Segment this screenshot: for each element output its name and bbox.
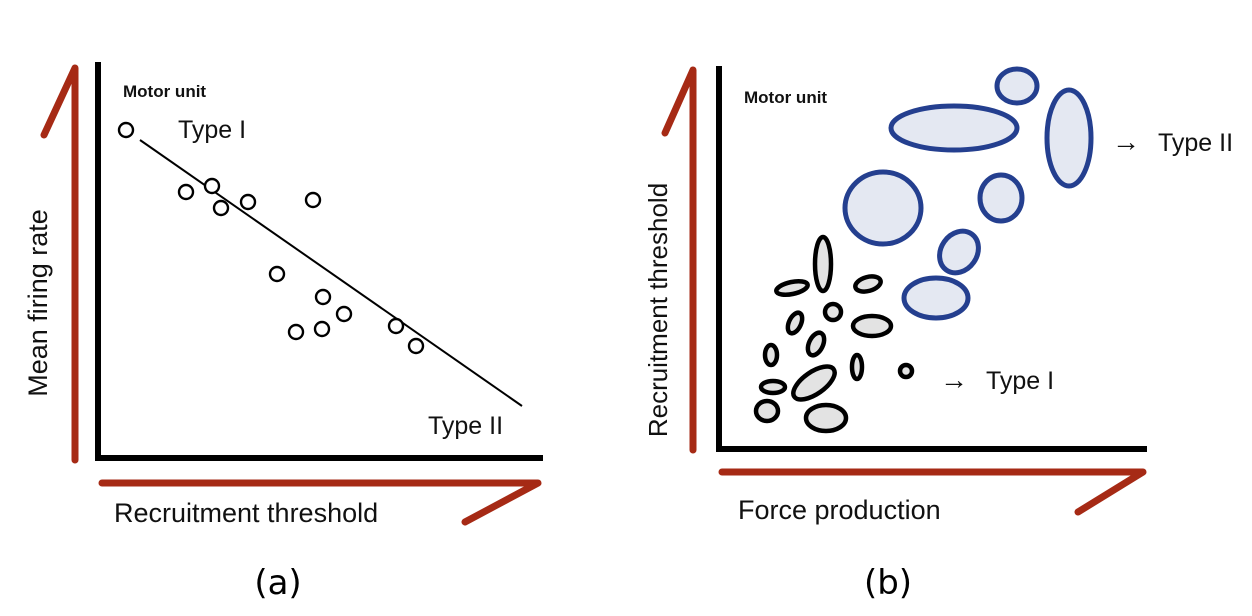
type2-unit — [901, 275, 971, 321]
type2-unit — [1044, 87, 1094, 189]
motor-unit-point — [177, 183, 195, 201]
red-y-arrow-a — [40, 64, 79, 464]
panel-a-caption: (a) — [254, 563, 301, 603]
panel-b-title: Motor unit — [744, 88, 827, 107]
type1-unit — [805, 330, 827, 358]
motor-unit-point — [203, 177, 221, 195]
panel-a-title: Motor unit — [123, 82, 206, 101]
panel-b-x-axis-label: Force production — [738, 495, 941, 525]
panel-b-caption: (b) — [864, 563, 912, 603]
panel-b-type2-label: Type II — [1158, 129, 1233, 157]
motor-unit-point — [304, 191, 322, 209]
motor-unit-point — [117, 121, 135, 139]
type2-unit — [994, 66, 1040, 106]
type2-motor-units — [842, 66, 1094, 321]
panel-b: Motor unit → Type II → Type I Force prod… — [643, 66, 1233, 603]
panel-b-type2-arrow: → — [1112, 126, 1140, 157]
type1-unit — [774, 279, 810, 297]
panel-b-type1-label: Type I — [986, 367, 1054, 395]
type1-unit — [897, 362, 915, 380]
type2-unit — [888, 103, 1020, 153]
type1-unit — [849, 352, 865, 382]
panel-a-type2-label: Type II — [428, 412, 503, 440]
type1-unit — [803, 402, 849, 434]
motor-unit-point — [314, 288, 332, 306]
panel-b-y-axis-label: Recruitment threshold — [643, 183, 673, 437]
type2-unit — [977, 172, 1025, 224]
type1-unit — [785, 310, 805, 336]
panel-a-type1-label: Type I — [178, 116, 246, 144]
type1-unit — [853, 274, 883, 294]
type1-unit — [753, 398, 781, 424]
type2-unit — [842, 169, 924, 247]
motor-unit-point — [335, 305, 353, 323]
type1-unit — [758, 378, 788, 396]
type1-unit — [850, 313, 894, 339]
motor-unit-point — [268, 265, 286, 283]
type1-unit — [812, 234, 834, 294]
motor-unit-point — [407, 337, 425, 355]
motor-unit-point — [239, 193, 257, 211]
panel-a-x-axis-label: Recruitment threshold — [114, 498, 378, 528]
type1-unit — [791, 364, 837, 402]
motor-unit-points — [117, 121, 425, 355]
panel-b-type1-arrow: → — [940, 364, 968, 395]
type2-unit — [937, 228, 981, 276]
regression-line — [139, 139, 523, 407]
motor-unit-point — [387, 317, 405, 335]
motor-unit-point — [287, 323, 305, 341]
motor-unit-point — [313, 320, 331, 338]
type1-unit — [822, 301, 844, 323]
red-x-arrow-b — [718, 468, 1147, 516]
type1-unit — [762, 342, 780, 368]
motor-unit-point — [212, 199, 230, 217]
panel-a-y-axis-label: Mean firing rate — [23, 209, 53, 397]
red-x-arrow-a — [98, 479, 542, 526]
type1-motor-units — [753, 234, 915, 434]
panel-a: Motor unit Type I Type II Recruitment th… — [23, 62, 543, 603]
red-y-arrow-b — [661, 66, 697, 454]
